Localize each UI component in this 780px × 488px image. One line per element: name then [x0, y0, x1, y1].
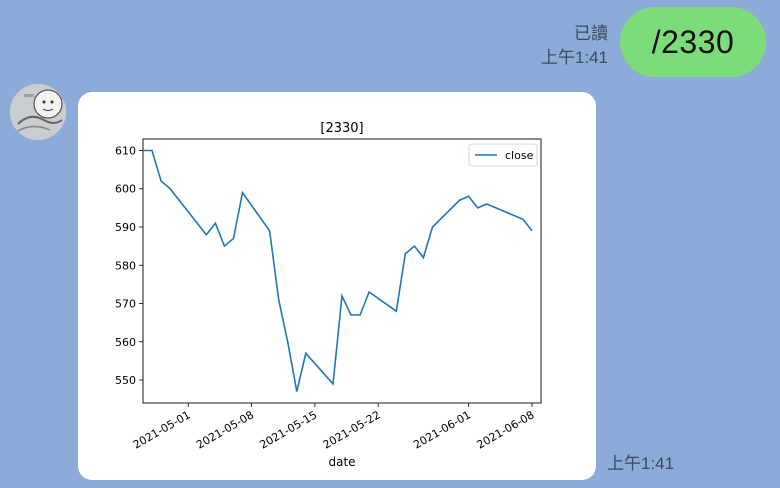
x-tick-label: 2021-06-08 [475, 408, 537, 451]
outgoing-message-bubble[interactable]: /2330 [620, 7, 766, 77]
avatar[interactable] [10, 84, 66, 140]
x-tick-label: 2021-05-08 [194, 408, 256, 451]
x-tick-label: 2021-05-15 [257, 408, 319, 451]
y-tick-label: 600 [115, 183, 136, 196]
y-tick-label: 610 [115, 144, 136, 157]
x-tick-label: 2021-05-01 [131, 408, 193, 451]
line-chart: [2330] date 550 560 570 580 590 600 610 2021-0… [115, 121, 542, 469]
legend-entry-close: close [505, 149, 534, 162]
x-axis-ticks: 2021-05-01 2021-05-08 2021-05-15 2021-05-22… [131, 403, 537, 452]
incoming-timestamp: 上午1:41 [607, 454, 675, 473]
y-tick-label: 580 [115, 259, 136, 272]
x-tick-label: 2021-06-01 [411, 408, 473, 451]
y-tick-label: 550 [115, 374, 136, 387]
avatar-sketch-icon [10, 84, 66, 140]
y-tick-label: 570 [115, 298, 136, 311]
outgoing-message-meta: 已讀 上午1:41 [541, 22, 608, 70]
outgoing-timestamp: 上午1:41 [540, 48, 608, 67]
x-tick-label: 2021-05-22 [321, 408, 383, 451]
x-axis-label: date [328, 455, 355, 469]
legend: close [468, 143, 538, 167]
y-tick-label: 560 [115, 336, 136, 349]
plot-area-frame [142, 138, 542, 404]
outgoing-message-text: /2330 [651, 23, 735, 60]
y-axis-ticks: 550 560 570 580 590 600 610 [115, 144, 143, 387]
series-line-close [143, 149, 533, 392]
chart-image-message[interactable]: [2330] date 550 560 570 580 590 600 610 2021-0… [78, 92, 596, 480]
read-receipt: 已讀 [574, 24, 608, 43]
y-tick-label: 590 [115, 221, 136, 234]
chart-title: [2330] [320, 121, 363, 136]
legend-box [468, 143, 538, 167]
